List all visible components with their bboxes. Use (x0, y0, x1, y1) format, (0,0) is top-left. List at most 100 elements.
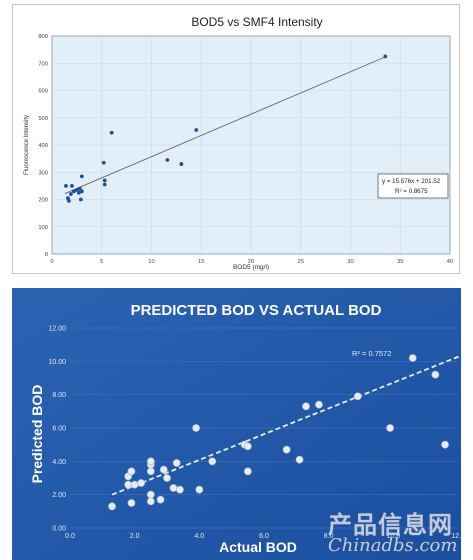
chart2-data-point (295, 455, 304, 464)
chart2-data-point (146, 467, 155, 476)
chart1-data-point (78, 197, 83, 202)
chart1-y-tick-label: 500 (38, 116, 48, 122)
chart1-y-tick-label: 0 (45, 252, 48, 258)
chart2-data-point (302, 402, 310, 411)
chart1-data-point (79, 189, 84, 194)
chart-bod5-vs-smf4: BOD5 vs SMF4 Intensity 01002003004005006… (12, 4, 460, 274)
chart1-x-tick-label: 35 (397, 259, 403, 265)
chart2-data-point (441, 440, 449, 449)
chart1-trendline (64, 56, 386, 194)
chart1-data-point (383, 54, 388, 59)
chart2-data-point (169, 484, 178, 492)
chart1-y-axis-label: Fluorescence Intensity (24, 115, 30, 175)
chart2-data-point (127, 467, 136, 476)
chart1-x-tick-label: 40 (447, 259, 453, 265)
chart1-data-point (71, 189, 76, 194)
chart2-data-point (124, 480, 133, 489)
chart1-data-point (101, 160, 106, 165)
chart2-data-point (137, 479, 146, 487)
chart2-data-point (146, 497, 155, 506)
chart1-data-point (109, 130, 114, 135)
chart2-y-tick-label: 0.00 (52, 526, 66, 533)
chart1-data-point (102, 178, 107, 183)
chart1-data-point (70, 183, 74, 188)
chart2-y-tick-label: 12.00 (48, 326, 66, 333)
chart2-data-point (243, 442, 252, 451)
chart1-data-point (64, 183, 68, 188)
chart2-data-point (172, 459, 181, 467)
chart1-y-tick-label: 400 (38, 143, 48, 149)
chart2-title: PREDICTED BOD VS ACTUAL BOD (131, 302, 382, 319)
chart2-data-point (353, 392, 362, 401)
chart2-data-point (127, 499, 136, 507)
chart2-data-point (243, 467, 252, 476)
chart2-data-point (208, 457, 217, 466)
chart2-data-point (282, 445, 291, 454)
chart1-x-tick-label: 25 (298, 259, 304, 265)
chart2-x-tick-label: 10.0 (387, 533, 401, 540)
chart2-data-point (159, 465, 168, 474)
chart1-tick-labels: 0 100 200 300 400 500 600 700 800 0 5 10 15 20 25 30 35 4… (38, 34, 453, 265)
chart1-x-tick-label: 30 (347, 259, 353, 265)
chart2-tick-labels: 0.00 2.00 4.00 6.00 8.00 10.00 12.00 0.0 2.0 4.0 6… (48, 326, 461, 541)
chart2-x-axis-label: Actual BOD (219, 539, 297, 555)
chart2-r-squared: R² = 0.7572 (352, 349, 391, 358)
chart1-points (64, 54, 388, 203)
chart1-data-point (165, 158, 170, 162)
chart2-y-tick-label: 6.00 (52, 426, 66, 433)
chart2-y-tick-label: 8.00 (52, 392, 66, 399)
chart2-y-tick-label: 4.00 (52, 459, 66, 466)
chart1-data-point (102, 182, 107, 187)
chart1-x-axis-label: BOD5 (mg/l) (233, 264, 269, 271)
chart2-data-point (146, 457, 155, 466)
chart1-y-tick-label: 300 (38, 170, 48, 176)
chart2-data-point (176, 485, 184, 494)
chart2-background (12, 288, 461, 560)
chart2-data-point (130, 480, 139, 489)
chart1-data-point (76, 190, 81, 195)
chart1-title: BOD5 vs SMF4 Intensity (191, 15, 322, 29)
chart1-data-point (194, 128, 199, 132)
chart1-equation: y = 15.576x + 201.52 (382, 178, 441, 185)
chart1-data-point (179, 162, 184, 166)
chart1-data-point (79, 174, 84, 179)
chart2-x-tick-label: 6.0 (259, 533, 269, 540)
chart2-x-tick-label: 12.0 (451, 533, 461, 540)
chart2-data-point (192, 424, 200, 432)
chart2-data-point (108, 502, 116, 511)
chart1-x-tick-label: 15 (198, 259, 204, 265)
chart-predicted-vs-actual-bod: PREDICTED BOD VS ACTUAL BOD 0.002.004.00… (12, 288, 461, 560)
chart2-data-point (163, 474, 171, 482)
chart1-y-tick-label: 700 (38, 61, 48, 67)
chart1-gridlines (52, 36, 450, 254)
chart1-r-squared: R² = 0.8675 (395, 188, 428, 195)
chart1-data-point (74, 188, 79, 192)
chart2-points (108, 354, 449, 511)
chart1-x-tick-label: 5 (100, 259, 103, 265)
chart1-data-point (67, 198, 71, 203)
chart2-data-point (146, 490, 155, 499)
chart1-x-tick-label: 10 (148, 259, 154, 265)
chart2-y-tick-label: 2.00 (52, 492, 66, 499)
chart2-x-tick-label: 2.0 (130, 533, 140, 540)
chart2-data-point (315, 400, 323, 409)
chart1-y-tick-label: 600 (38, 89, 48, 95)
chart2-x-tick-label: 8.0 (324, 533, 334, 540)
chart1-data-point (77, 186, 82, 191)
chart1-x-tick-label: 20 (248, 259, 254, 265)
chart2-y-axis-label: Predicted BOD (29, 385, 45, 484)
chart1-y-tick-label: 100 (38, 225, 48, 231)
chart2-data-point (408, 354, 417, 362)
chart1-data-point (69, 192, 73, 196)
chart2-data-point (386, 424, 394, 432)
chart1-equation-box: y = 15.576x + 201.52 R² = 0.8675 (377, 173, 449, 199)
chart1-y-tick-label: 800 (38, 34, 48, 40)
chart2-y-tick-label: 10.00 (48, 359, 66, 366)
chart2-x-tick-label: 0.0 (65, 533, 75, 540)
chart2-data-point (431, 370, 440, 379)
chart2-data-point (195, 485, 204, 494)
chart2-x-tick-label: 4.0 (194, 533, 204, 540)
chart1-y-tick-label: 200 (38, 198, 48, 204)
chart2-data-point (156, 495, 165, 504)
chart1-x-tick-label: 0 (50, 259, 53, 265)
